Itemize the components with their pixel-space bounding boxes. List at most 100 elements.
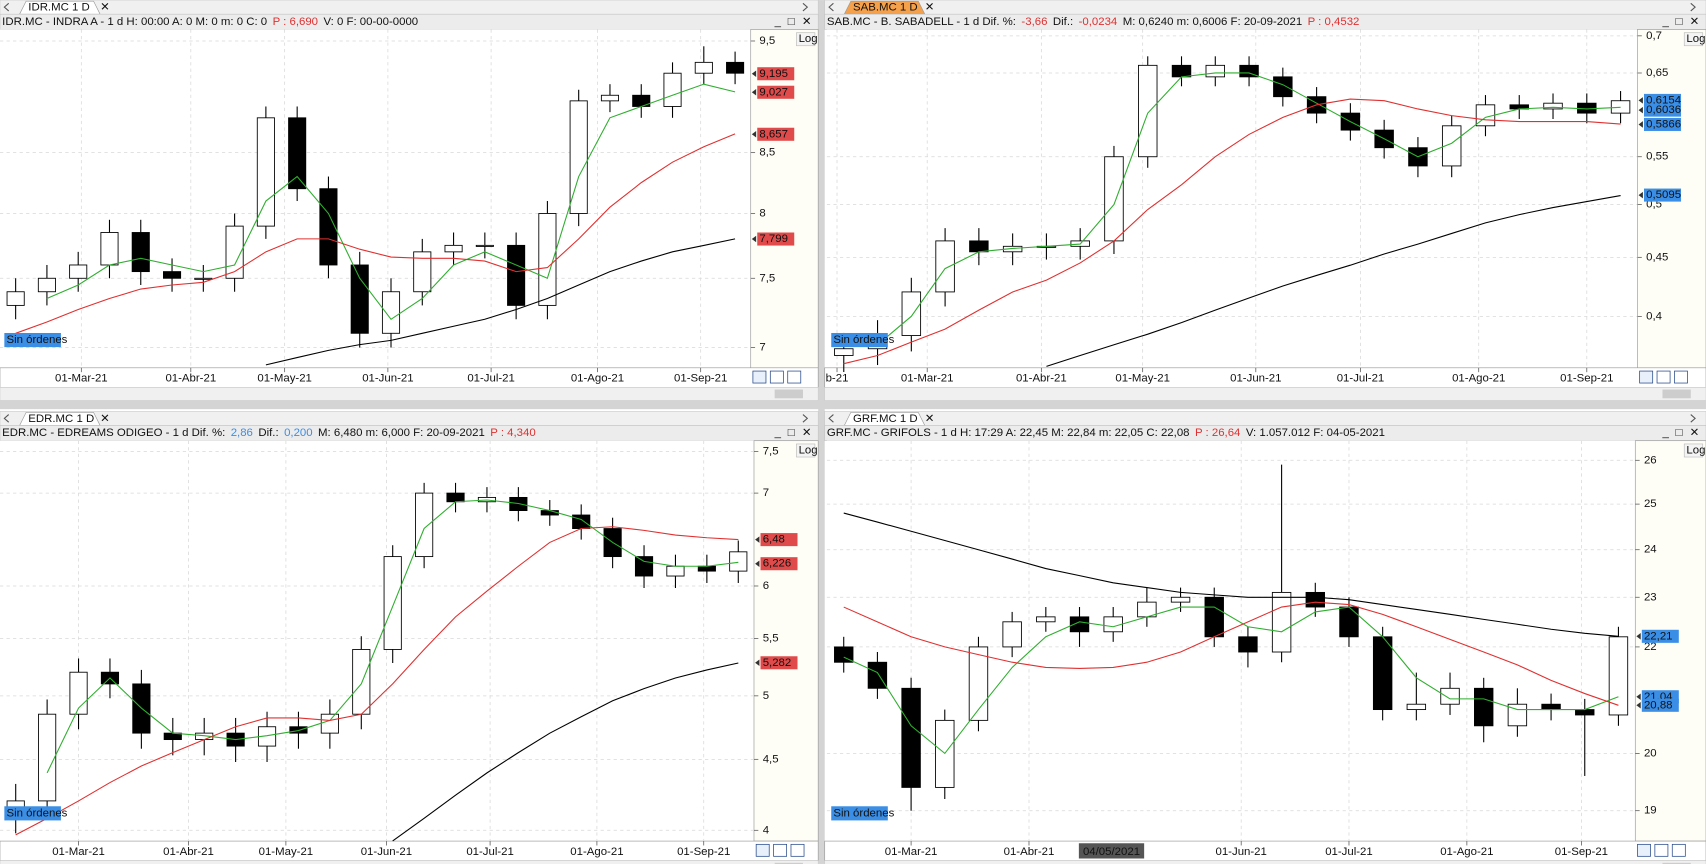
log-button[interactable] [796, 443, 816, 458]
scroll-thumb[interactable] [1662, 389, 1691, 399]
scrollbar[interactable] [824, 860, 1706, 864]
y-tick-label: 26 [1644, 454, 1657, 466]
toolbar-icon[interactable] [755, 843, 770, 857]
info-line: IDR.MC - INDRA A - 1 d H: 00:00 A: 0 M: … [2, 16, 418, 28]
toolbar-icon[interactable] [790, 843, 805, 857]
moving-average-line [46, 499, 739, 774]
tab-label[interactable]: EDR.MC 1 D [28, 413, 94, 425]
candle-body [1441, 125, 1462, 167]
candle-body [1474, 687, 1494, 727]
tab-close[interactable]: ✕ [925, 2, 935, 14]
price-label: 7,799 [759, 233, 788, 245]
window-button[interactable]: _ [774, 427, 782, 439]
log-button[interactable] [1683, 443, 1704, 458]
candle-body [225, 225, 244, 279]
price-label: 9,195 [759, 68, 788, 80]
log-button[interactable] [1683, 32, 1704, 47]
price-label: 0,6036 [1646, 104, 1681, 116]
candle-body [663, 72, 682, 107]
x-tick-label: 01-May-21 [259, 846, 314, 858]
tab-label[interactable]: IDR.MC 1 D [28, 2, 89, 14]
candle-body [901, 291, 922, 336]
window-button[interactable]: ✕ [1690, 427, 1700, 439]
scroll-thumb[interactable] [1662, 862, 1691, 864]
price-label-box [1641, 698, 1679, 712]
y-tick-label: 5,5 [763, 632, 779, 644]
x-tick-label: 01-Jul-21 [467, 373, 515, 385]
candle-body [289, 726, 308, 734]
window-button[interactable]: □ [788, 427, 795, 439]
price-label-box [757, 67, 795, 81]
info-segment: IDR.MC - INDRA A - 1 d H: 00:00 A: 0 M: … [2, 16, 267, 28]
scroll-thumb[interactable] [774, 862, 803, 864]
plot-area [826, 29, 1638, 368]
tab-scroll-right [802, 2, 809, 12]
window-button[interactable]: _ [1661, 16, 1669, 28]
moving-average-line [1046, 195, 1621, 367]
candle-body [288, 117, 307, 190]
toolbar-icon[interactable] [1637, 843, 1651, 857]
toolbar-icon[interactable] [752, 370, 767, 384]
window-button[interactable]: ✕ [1690, 16, 1700, 28]
toolbar-icon[interactable] [1671, 843, 1686, 857]
tab-close[interactable]: ✕ [100, 413, 110, 425]
log-button-label[interactable]: Log [799, 33, 818, 45]
candle-body [1543, 102, 1563, 110]
toolbar-icon[interactable] [1654, 843, 1669, 857]
toolbar-icon[interactable] [1674, 370, 1688, 384]
info-segment: -0,0234 [1079, 16, 1118, 28]
window-button[interactable]: □ [788, 16, 795, 28]
price-label: 0,5095 [1646, 189, 1681, 201]
tab-label[interactable]: GRF.MC 1 D [853, 413, 918, 425]
candle-body [37, 277, 56, 293]
candle-body [256, 117, 275, 227]
tab-label[interactable]: SAB.MC 1 D [853, 2, 918, 14]
y-tick-label: 8,5 [759, 147, 775, 159]
status-badge [4, 332, 61, 348]
tab-close[interactable]: ✕ [925, 413, 935, 425]
price-label: 9,027 [759, 86, 788, 98]
scrollbar[interactable] [824, 387, 1706, 401]
tab-close[interactable]: ✕ [100, 2, 110, 14]
price-marker [1638, 106, 1643, 114]
plot-area [0, 29, 751, 368]
moving-average-line [843, 606, 1619, 755]
scrollbar[interactable] [0, 387, 819, 401]
candle-body [1271, 591, 1292, 653]
candle-body [694, 61, 713, 74]
x-tick-label: 01-Jun-21 [361, 846, 412, 858]
status-label: Sin órdenes [833, 334, 894, 346]
log-button-label[interactable]: Log [1686, 33, 1705, 45]
y-tick-label: 25 [1644, 498, 1657, 510]
window-button[interactable]: _ [1661, 427, 1669, 439]
x-tick-label: 01-Mar-21 [52, 846, 105, 858]
window-button[interactable]: □ [1676, 16, 1683, 28]
toolbar-icon[interactable] [769, 370, 784, 384]
candle-body [38, 713, 57, 802]
y-tick-label: 19 [1644, 805, 1657, 817]
tab-bar [824, 0, 1706, 15]
scroll-thumb[interactable] [774, 389, 803, 399]
window-button[interactable]: ✕ [802, 16, 812, 28]
log-button-label[interactable]: Log [1686, 445, 1705, 457]
log-button[interactable] [796, 32, 816, 47]
toolbar-icon[interactable] [773, 843, 788, 857]
cursor-date-box [1078, 843, 1145, 859]
price-label: 0,6154 [1646, 94, 1682, 106]
candle-body [572, 514, 591, 529]
toolbar-icon[interactable] [1656, 370, 1671, 384]
toolbar-icon[interactable] [1639, 370, 1654, 384]
window-button[interactable]: □ [1676, 427, 1683, 439]
y-tick-label: 4 [763, 824, 770, 836]
window-button[interactable]: ✕ [802, 427, 812, 439]
price-label-box [1643, 188, 1681, 202]
window-button[interactable]: _ [774, 16, 782, 28]
log-button-label[interactable]: Log [799, 445, 818, 457]
candle-body [1104, 156, 1124, 242]
info-line: SAB.MC - B. SABADELL - 1 d Dif. %: -3,66 D… [827, 16, 1360, 28]
candle-body [1541, 703, 1561, 711]
scrollbar[interactable] [0, 860, 819, 864]
y-tick-label: 7 [759, 342, 765, 354]
toolbar-icon[interactable] [787, 370, 802, 384]
